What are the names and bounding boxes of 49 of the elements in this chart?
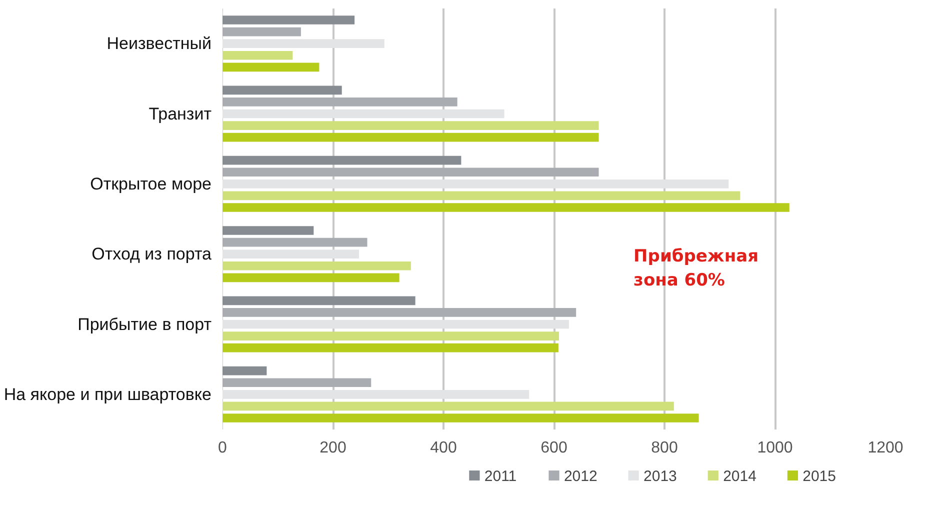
legend-label: 2011 [484,468,517,485]
bar [222,343,558,352]
bar [222,320,569,329]
legend-label: 2013 [644,468,677,485]
y-tick-label: Транзит [148,104,212,124]
bar [222,414,699,422]
bar [222,226,314,235]
x-tick-label: 800 [651,440,678,456]
x-tick-label: 600 [540,440,568,456]
bar [222,109,504,118]
bar [222,191,740,200]
bar [222,179,729,188]
bar [222,402,674,411]
bar [222,156,462,165]
bar [222,62,320,72]
y-tick-label: Прибытие в порт [78,314,212,334]
y-tick-label: Отход из порта [92,244,212,264]
x-tick-label: 1000 [757,440,793,456]
legend-label: 2012 [564,468,598,485]
bar [222,390,530,399]
bar [222,132,599,142]
bar [222,16,355,24]
y-tick-label: Открытое море [90,174,212,194]
x-tick-label: 0 [218,440,228,456]
bar [222,121,599,130]
x-tick-label: 200 [320,440,346,456]
bar [222,98,458,106]
legend-label: 2015 [802,468,836,485]
x-tick-label: 400 [430,440,457,456]
y-tick-label: На якоре и при швартовке [4,384,212,404]
bar [222,378,372,388]
annotation: Прибрежная зона 60% [634,246,758,291]
bar [222,86,342,95]
bar [222,273,400,282]
x-tick-label: 1200 [868,440,904,456]
bar [222,308,576,317]
bar [222,168,599,177]
bar [222,296,416,306]
bar [222,238,368,247]
bar [222,203,790,212]
bar [222,250,359,259]
bar [222,261,411,270]
legend-label: 2014 [723,468,756,485]
bar [222,39,384,48]
bar [222,332,559,340]
bar [222,50,293,60]
y-tick-label: Неизвестный [106,34,212,54]
bar [222,366,267,376]
bar [222,27,301,36]
